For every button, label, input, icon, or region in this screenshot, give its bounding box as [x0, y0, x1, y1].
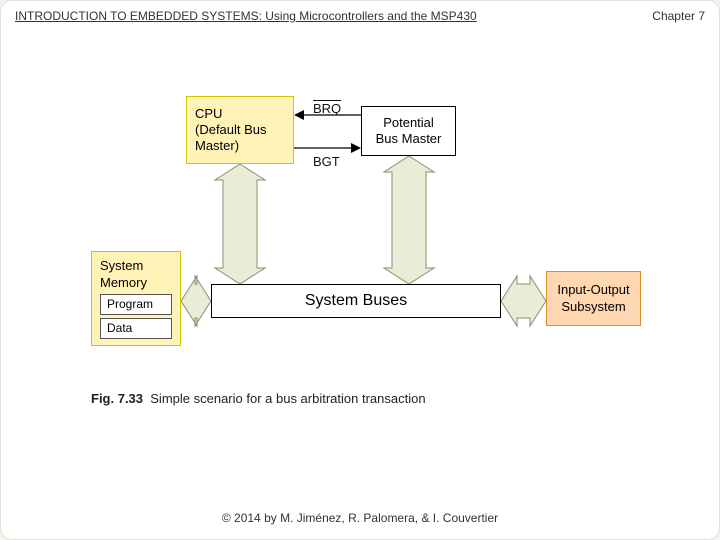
io-line2: Subsystem	[561, 299, 625, 315]
header-title: INTRODUCTION TO EMBEDDED SYSTEMS: Using …	[15, 9, 477, 23]
cpu-line2: (Default Bus	[195, 122, 285, 138]
diagram-canvas: CPU (Default Bus Master) Potential Bus M…	[91, 96, 641, 416]
slide: INTRODUCTION TO EMBEDDED SYSTEMS: Using …	[0, 0, 720, 540]
mem-data-row: Data	[100, 318, 172, 339]
mem-program-row: Program	[100, 294, 172, 315]
mem-title: System	[100, 258, 172, 274]
figure-text: Simple scenario for a bus arbitration tr…	[150, 391, 425, 406]
system-memory-box: System Memory Program Data	[91, 251, 181, 346]
figure-caption: Fig. 7.33 Simple scenario for a bus arbi…	[91, 391, 426, 406]
io-subsystem-box: Input-Output Subsystem	[546, 271, 641, 326]
pbm-line2: Bus Master	[376, 131, 442, 147]
bgt-label: BGT	[313, 154, 340, 169]
footer-copyright: © 2014 by M. Jiménez, R. Palomera, & I. …	[1, 511, 719, 525]
io-line1: Input-Output	[557, 282, 629, 298]
figure-number: Fig. 7.33	[91, 391, 143, 406]
brq-label: BRQ	[313, 101, 341, 116]
system-buses-box: System Buses	[211, 284, 501, 318]
header-chapter: Chapter 7	[652, 9, 705, 23]
mem-title2: Memory	[100, 275, 172, 291]
cpu-box: CPU (Default Bus Master)	[186, 96, 294, 164]
bus-label: System Buses	[305, 291, 407, 311]
cpu-line3: Master)	[195, 138, 285, 154]
pbm-line1: Potential	[383, 115, 434, 131]
cpu-line1: CPU	[195, 106, 285, 122]
potential-bus-master-box: Potential Bus Master	[361, 106, 456, 156]
